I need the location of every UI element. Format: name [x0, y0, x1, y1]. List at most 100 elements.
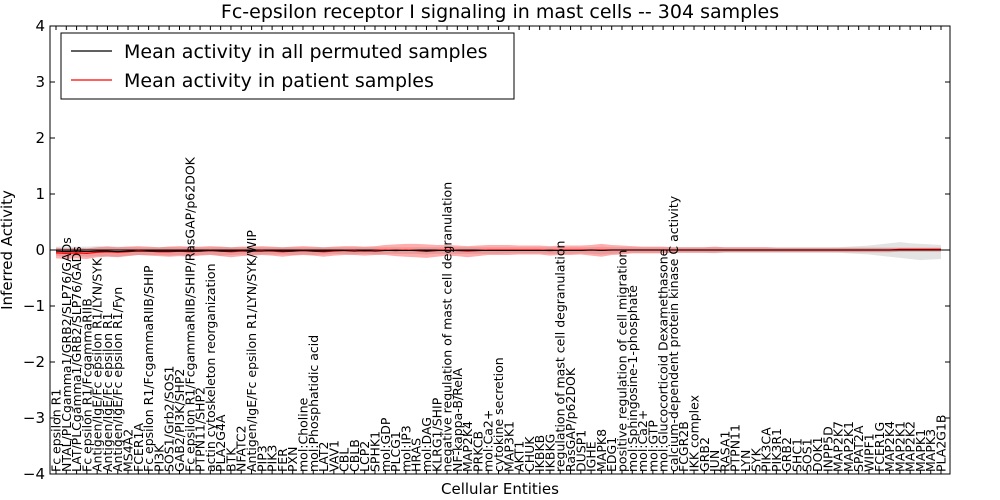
category-label: MS4A2 [121, 429, 136, 472]
category-label: FCER1G [872, 422, 887, 472]
y-axis-ticks: −4 −3 −2 −1 0 1 2 3 4 [23, 17, 950, 483]
category-label: MAPK8 [594, 429, 609, 472]
category-label: HRAS [409, 438, 424, 472]
category-label: SOS1/Grb2/SOS1 [162, 366, 177, 472]
category-label: Fc epsilon R1/FcgammaRIIB [79, 298, 94, 472]
category-label: INPP5D [820, 426, 835, 472]
category-label: MAPK1 [913, 429, 928, 472]
category-label: PLA2G1B [934, 414, 949, 472]
category-label: MAP3K1 [501, 421, 516, 472]
category-label: AKT1 [512, 441, 527, 472]
category-label: FCGR2B [676, 421, 691, 472]
category-label: cytokine secretion [491, 357, 506, 472]
category-label: IKBKG [542, 434, 557, 472]
category-label: Antigen/IgE/Fc epsilon R1/LYN/SYK [90, 257, 105, 472]
category-label: DUSP1 [573, 430, 588, 472]
category-label: CBLB [347, 439, 362, 472]
category-label: mol:DAG [419, 417, 434, 472]
category-label: NTAL/PLCgamma1/GRB2/SLP76/GADs [59, 237, 74, 472]
y-tick-label: 2 [35, 129, 45, 147]
category-label: NF-kappa-B/RelA [450, 368, 465, 472]
category-label: mol:Phosphatidic acid [306, 335, 321, 472]
category-label: LCP2 [357, 441, 372, 472]
legend: Mean activity in all permuted samples Me… [60, 32, 515, 100]
category-label: mol:Choline [295, 397, 310, 472]
category-label: PTPN11 [728, 424, 743, 472]
category-label: SYK [748, 447, 763, 472]
line-permuted [55, 249, 941, 253]
category-label: KLRG1/SHIP [429, 397, 444, 472]
category-label: SPHK1 [368, 431, 383, 472]
plot-frame [49, 25, 951, 475]
legend-box [60, 32, 515, 100]
category-label: IKBKB [532, 435, 547, 472]
category-label: Antigen/IgE/Fc epsilon R1 [100, 312, 115, 472]
category-label: Fc epsilon R1/FcgammaRIIB/SHIP [141, 265, 156, 472]
category-label: PXN [285, 447, 300, 472]
band-patient [56, 243, 941, 259]
category-label: MAPK3 [923, 429, 938, 472]
category-label: DOK1 [810, 436, 825, 472]
band-permuted [56, 242, 941, 261]
category-label: PIK3R1 [769, 428, 784, 472]
category-label: actin cytoskeleton reorganization [203, 263, 218, 472]
category-label: GRB2 [697, 437, 712, 472]
category-label: PTPN11/SHP2 [193, 387, 208, 472]
category-label: NFATC2 [234, 425, 249, 472]
category-label: PI3K [151, 444, 166, 472]
legend-label-patient: Mean activity in patient samples [124, 70, 434, 92]
category-label: PIK3CA [759, 427, 774, 472]
y-tick-label: 1 [35, 185, 45, 203]
category-label: RasGAP/p62DOK [563, 367, 578, 472]
x-axis-ticks [55, 26, 942, 474]
category-label: PLA2G4A [213, 414, 228, 472]
y-tick-label: −2 [23, 353, 45, 371]
category-label: mol:Ca2+ [481, 410, 496, 472]
legend-label-permuted: Mean activity in all permuted samples [124, 41, 487, 63]
category-label: Antigen/IgE/Fc epsilon R1/Fyn [110, 287, 125, 472]
category-label: MAP2K4 [882, 421, 897, 472]
chart-title: Fc-epsilon receptor I signaling in mast … [221, 1, 779, 23]
category-label: mol:IP3 [398, 425, 413, 472]
category-label: CHUK [522, 436, 537, 472]
category-label: LYN [738, 450, 753, 472]
category-labels: Fc epsilon R1NTAL/PLCgamma1/GRB2/SLP76/G… [49, 156, 949, 473]
category-label: RASA1 [717, 431, 732, 472]
category-label: mol:Glucocorticoid Dexamethasone [656, 248, 671, 472]
category-label: MAP2K4 [460, 421, 475, 472]
category-label: SPAT2A [851, 425, 866, 472]
category-label: PIP3 [254, 445, 269, 472]
y-tick-label: −1 [23, 297, 45, 315]
y-tick-label: 3 [35, 73, 45, 91]
category-label: mol:GTP [645, 420, 660, 472]
category-label: MAP2K2 [903, 421, 918, 472]
category-label: Fc epsilon R1 [49, 389, 64, 472]
category-label: MAP2K1 [892, 421, 907, 472]
category-label: positive regulation of cell migration [614, 250, 629, 472]
category-label: SHC1 [789, 438, 804, 472]
category-label: FCER1A [131, 423, 146, 472]
category-label: PIK3 [265, 445, 280, 472]
y-tick-label: −4 [23, 465, 45, 483]
y-axis-label: Inferred Activity [0, 190, 16, 310]
category-label: mol:Ca2+ [635, 410, 650, 472]
category-label: Fc epsilon R1/FcgammaRIIB/SHIP/RasGAP/p6… [182, 156, 197, 472]
category-label: BTK [223, 447, 238, 472]
y-tick-label: 0 [35, 241, 45, 259]
confidence-bands [56, 242, 941, 261]
x-axis-label: Cellular Entities [441, 480, 559, 498]
y-tick-label: −3 [23, 409, 45, 427]
category-label: IKK complex [687, 395, 702, 472]
category-label: FER [275, 448, 290, 472]
y-tick-label: 4 [35, 17, 45, 35]
category-label: LAT2 [316, 442, 331, 472]
category-label: mol:Sphingosine-1-phosphate [625, 285, 640, 472]
category-label: SOS1 [800, 438, 815, 472]
category-label: EDG1 [604, 437, 619, 472]
category-label: GRB2 [779, 437, 794, 472]
category-label: MAP2K7 [831, 421, 846, 472]
category-label: calcium-dependent protein kinase C activ… [666, 195, 681, 472]
category-label: JUN [707, 450, 722, 473]
category-label: regulation of mast cell degranulation [553, 241, 568, 472]
